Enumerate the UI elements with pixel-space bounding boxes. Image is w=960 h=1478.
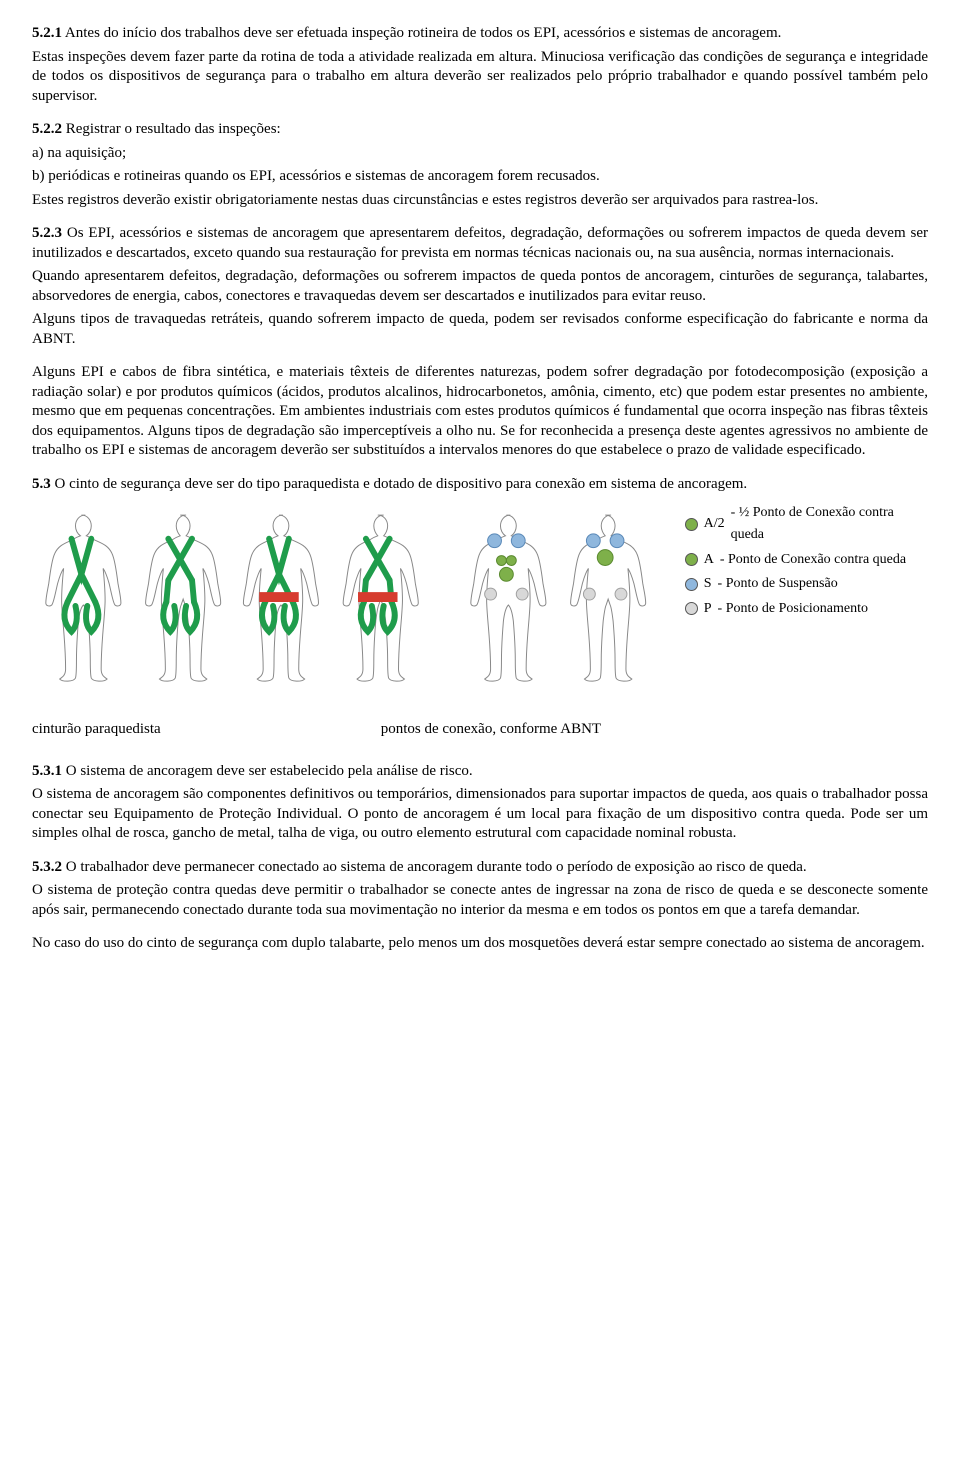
legend-a: A - Ponto de Conexão contra queda	[685, 549, 928, 571]
para-523a: 5.2.3 Os EPI, acessórios e sistemas de a…	[32, 224, 928, 263]
num-531: 5.3.1	[32, 763, 62, 779]
para-531b: O sistema de ancoragem são componentes d…	[32, 785, 928, 844]
num-523: 5.2.3	[32, 225, 62, 241]
para-523c: Alguns tipos de travaquedas retráteis, q…	[32, 310, 928, 349]
txt-531a: O sistema de ancoragem deve ser estabele…	[62, 763, 473, 779]
num-532: 5.3.2	[32, 859, 62, 875]
legend-label-s: - Ponto de Suspensão	[718, 573, 838, 595]
harness-figure	[32, 502, 427, 702]
legend-label-p: - Ponto de Posicionamento	[718, 598, 869, 620]
para-53: 5.3 O cinto de segurança deve ser do tip…	[32, 475, 928, 495]
legend-a2: A/2 - ½ Ponto de Conexão contra queda	[685, 502, 928, 547]
para-523d: Alguns EPI e cabos de fibra sintética, e…	[32, 363, 928, 461]
caption-row: cinturão paraquedista pontos de conexão,…	[32, 720, 928, 740]
legend-s: S - Ponto de Suspensão	[685, 573, 928, 595]
caption-left: cinturão paraquedista	[32, 720, 161, 740]
caption-right: pontos de conexão, conforme ABNT	[381, 720, 601, 740]
legend-label-a2: - ½ Ponto de Conexão contra queda	[731, 502, 928, 547]
para-532c: No caso do uso do cinto de segurança com…	[32, 934, 928, 954]
para-522c: b) periódicas e rotineiras quando os EPI…	[32, 167, 928, 187]
legend-label-a: - Ponto de Conexão contra queda	[720, 549, 906, 571]
para-521b: Estas inspeções devem fazer parte da rot…	[32, 48, 928, 107]
legend-dot-a	[685, 553, 698, 566]
legend: A/2 - ½ Ponto de Conexão contra queda A …	[685, 502, 928, 622]
points-figure	[457, 502, 655, 702]
legend-code-a: A	[704, 549, 714, 571]
para-522b: a) na aquisição;	[32, 144, 928, 164]
num-522: 5.2.2	[32, 121, 62, 137]
txt-522a: Registrar o resultado das inspeções:	[62, 121, 281, 137]
num-53: 5.3	[32, 476, 51, 492]
legend-p: P - Ponto de Posicionamento	[685, 598, 928, 620]
txt-53: O cinto de segurança deve ser do tipo pa…	[51, 476, 747, 492]
legend-code-a2: A/2	[704, 513, 725, 535]
legend-dot-s	[685, 578, 698, 591]
para-531a: 5.3.1 O sistema de ancoragem deve ser es…	[32, 762, 928, 782]
figure-row: A/2 - ½ Ponto de Conexão contra queda A …	[32, 502, 928, 702]
para-532a: 5.3.2 O trabalhador deve permanecer cone…	[32, 858, 928, 878]
para-522d: Estes registros deverão existir obrigato…	[32, 191, 928, 211]
para-521a: 5.2.1 Antes do início dos trabalhos deve…	[32, 24, 928, 44]
legend-code-p: P	[704, 598, 712, 620]
para-523b: Quando apresentarem defeitos, degradação…	[32, 267, 928, 306]
para-522a: 5.2.2 Registrar o resultado das inspeçõe…	[32, 120, 928, 140]
legend-code-s: S	[704, 573, 712, 595]
legend-dot-p	[685, 602, 698, 615]
num-521: 5.2.1	[32, 25, 62, 41]
txt-521a: Antes do início dos trabalhos deve ser e…	[62, 25, 781, 41]
txt-523a: Os EPI, acessórios e sistemas de ancorag…	[32, 225, 928, 261]
para-532b: O sistema de proteção contra quedas deve…	[32, 881, 928, 920]
txt-532a: O trabalhador deve permanecer conectado …	[62, 859, 807, 875]
legend-dot-a2	[685, 518, 698, 531]
